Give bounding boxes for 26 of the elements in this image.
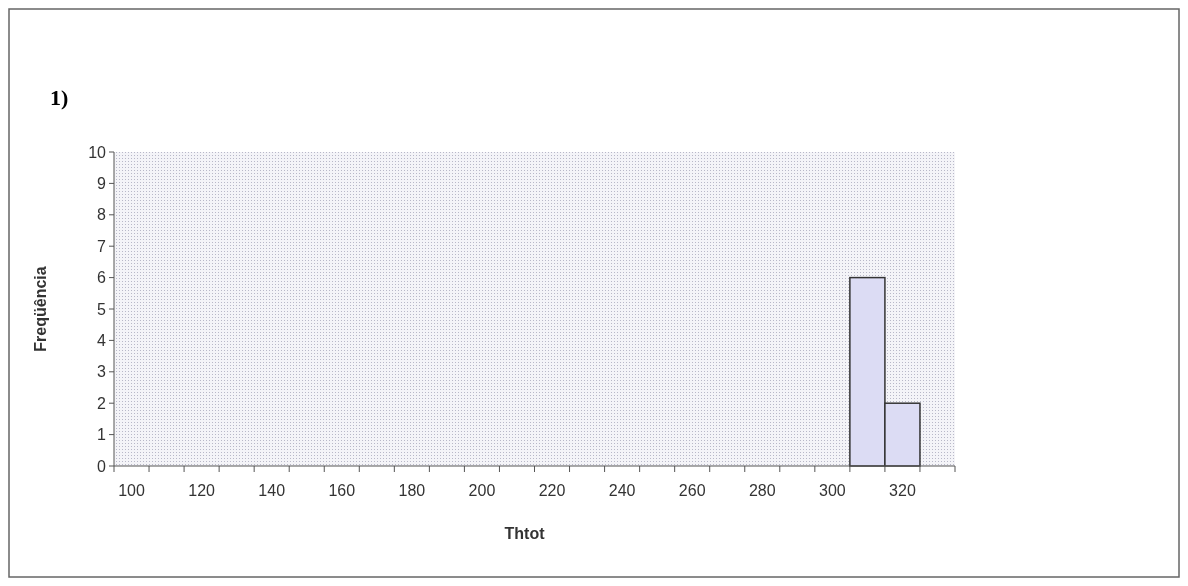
y-axis-title: Freqüência [32,266,49,352]
x-tick-label: 140 [258,482,286,499]
y-tick-label: 8 [97,206,107,224]
y-tick-label: 0 [97,457,107,475]
y-tick-label: 3 [97,363,107,381]
x-axis-title: Thtot [504,525,546,542]
y-tick-label: 1 [97,426,107,444]
y-tick-label: 10 [88,143,107,161]
x-tick-label: 220 [538,482,566,499]
x-tick-label: 280 [748,482,776,499]
x-tick-label: 300 [819,482,846,499]
x-tick-label: 200 [468,482,496,499]
x-tick-label: 160 [328,482,356,499]
x-tick-label: 320 [889,482,916,499]
y-tick-label: 6 [97,269,107,287]
y-tick-label: 7 [97,237,107,255]
chart-title: 1) [50,85,69,110]
y-tick-label: 4 [97,332,107,349]
x-tick-label: 240 [608,482,636,499]
y-tick-label: 5 [97,300,107,318]
x-tick-label: 100 [118,482,145,499]
x-tick-label: 180 [398,482,426,499]
x-tick-label: 260 [678,482,706,499]
y-tick-label: 2 [97,394,107,412]
x-tick-label: 120 [188,482,216,499]
y-tick-label: 9 [97,175,107,192]
